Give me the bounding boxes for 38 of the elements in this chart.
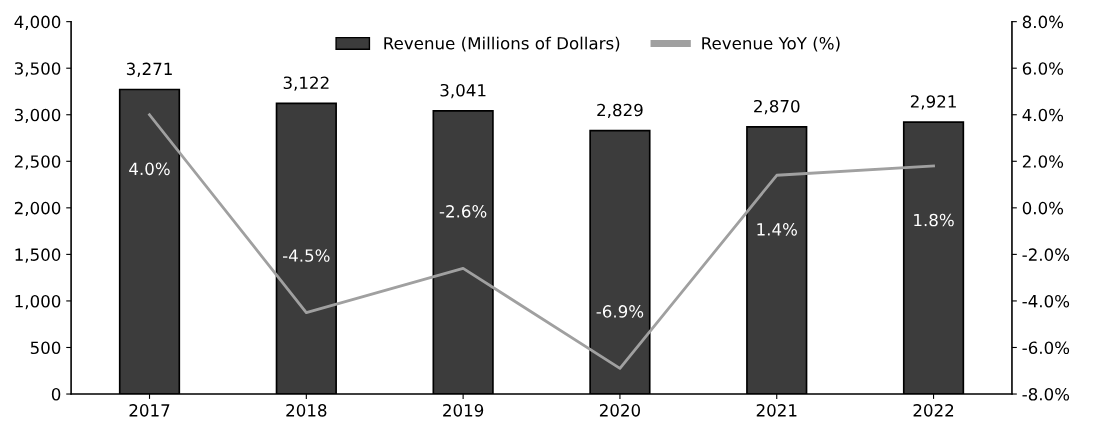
data-label: 3,122 [283,76,329,91]
y-tick-label: 1,500 [15,248,61,263]
x-tick-label: 2018 [286,404,327,417]
y2-tick-label: -2.0% [1022,248,1070,261]
data-label: -4.5% [282,249,330,262]
x-tick-label: 2020 [599,404,641,417]
data-label: -6.9% [596,305,644,318]
x-tick-label: 2017 [129,404,170,417]
data-label: -2.6% [439,205,487,218]
data-label: 2,870 [754,99,800,115]
y-tick-label: 2,500 [14,155,61,170]
data-label: 1.8% [914,213,954,227]
x-tick-label: 2021 [756,404,797,417]
data-label: 4.0% [129,162,170,176]
y2-tick-label: -8.0% [1022,387,1070,401]
y-tick-label: 4,000 [14,15,61,30]
y-tick-label: 2,000 [14,201,61,217]
legend-label: Revenue YoY (%) [702,36,840,52]
data-label: 1.4% [757,223,797,236]
y-tick-label: 3,500 [14,62,61,77]
data-label: 3,041 [440,83,486,99]
x-tick-label: 2019 [443,404,484,417]
y-tick-label: 3,000 [14,108,61,124]
y-tick-label: 0 [51,387,61,401]
y2-tick-label: 2.0% [1022,155,1064,168]
x-tick-label: 2022 [913,404,954,417]
y-tick-label: 1,000 [15,294,61,310]
y2-tick-label: 8.0% [1022,15,1064,29]
y-tick-label: 500 [30,341,61,355]
data-label: 3,271 [126,62,172,77]
y2-tick-label: -4.0% [1022,294,1070,308]
y2-tick-label: 0.0% [1022,201,1064,215]
y2-tick-label: 4.0% [1022,108,1064,122]
y2-tick-label: 6.0% [1022,62,1064,75]
legend-label: Revenue (Millions of Dollars) [384,36,620,52]
data-label: 2,829 [597,103,643,119]
y2-tick-label: -6.0% [1022,341,1070,355]
data-label: 2,921 [910,95,956,110]
